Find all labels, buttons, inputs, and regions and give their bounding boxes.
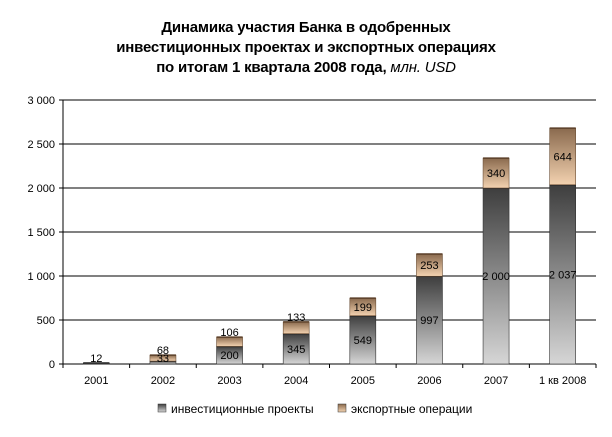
y-tick-label: 500 <box>37 315 55 327</box>
y-tick-label: 1 000 <box>27 271 55 283</box>
chart-title: Динамика участия Банка в одобренных инве… <box>0 18 612 78</box>
legend-swatch-investment <box>157 403 167 413</box>
value-label-investment-5: 997 <box>420 315 438 327</box>
value-label-export-1: 68 <box>157 345 169 357</box>
y-tick-label: 2 500 <box>27 139 55 151</box>
title-line-2: инвестиционных проектах и экспортных опе… <box>116 39 496 56</box>
value-label-export-3: 133 <box>287 312 305 324</box>
bar-investment-5 <box>416 275 443 365</box>
value-label-export-7: 644 <box>554 151 572 163</box>
value-label-export-4: 199 <box>354 302 372 314</box>
y-tick-label: 0 <box>49 359 55 371</box>
value-label-export-2: 106 <box>220 327 238 339</box>
x-tick-label: 2002 <box>151 375 175 387</box>
x-tick-label: 2007 <box>484 375 508 387</box>
title-line-3-text: по итогам 1 квартала 2008 года, <box>156 59 387 76</box>
bar-investment-4 <box>349 315 377 365</box>
y-tick-label: 3 000 <box>27 95 55 107</box>
x-tick-label: 1 кв 2008 <box>539 375 586 387</box>
bars <box>83 127 576 365</box>
x-tick-label: 2004 <box>284 375 308 387</box>
bar-export-7 <box>549 127 576 186</box>
legend-swatch-export <box>337 403 347 413</box>
title-unit: млн. USD <box>390 59 456 76</box>
title-line-1: Динамика участия Банка в одобренных <box>161 19 451 36</box>
x-tick-label: 2001 <box>84 375 108 387</box>
bar-investment-3 <box>282 333 310 365</box>
value-label-investment-4: 549 <box>354 335 372 347</box>
value-label-investment-2: 200 <box>220 350 238 362</box>
x-tick-label: 2003 <box>217 375 241 387</box>
value-label-export-6: 340 <box>487 168 505 180</box>
x-tick-label: 2005 <box>351 375 375 387</box>
value-label-investment-0: 12 <box>90 353 102 365</box>
legend: инвестиционные проекты экспортные операци… <box>157 402 472 416</box>
value-label-investment-3: 345 <box>287 344 305 356</box>
y-tick-label: 2 000 <box>27 183 55 195</box>
bar-export-6 <box>482 157 510 189</box>
gridlines <box>63 99 596 365</box>
x-tick-label: 2006 <box>417 375 441 387</box>
value-label-investment-7: 2 037 <box>549 269 577 281</box>
value-label-investment-6: 2 000 <box>482 271 510 283</box>
value-label-export-5: 253 <box>420 260 438 272</box>
value-label-investment-1: 33 <box>157 353 169 365</box>
legend-label-investment: инвестиционные проекты <box>171 402 314 416</box>
legend-label-export: экспортные операции <box>351 402 472 416</box>
y-tick-label: 1 500 <box>27 227 55 239</box>
title-line-3: по итогам 1 квартала 2008 года, млн. USD <box>0 58 612 78</box>
axes: 0 500 1 000 1 500 2 000 2 500 3 000 2001 2002 200… <box>27 95 597 387</box>
